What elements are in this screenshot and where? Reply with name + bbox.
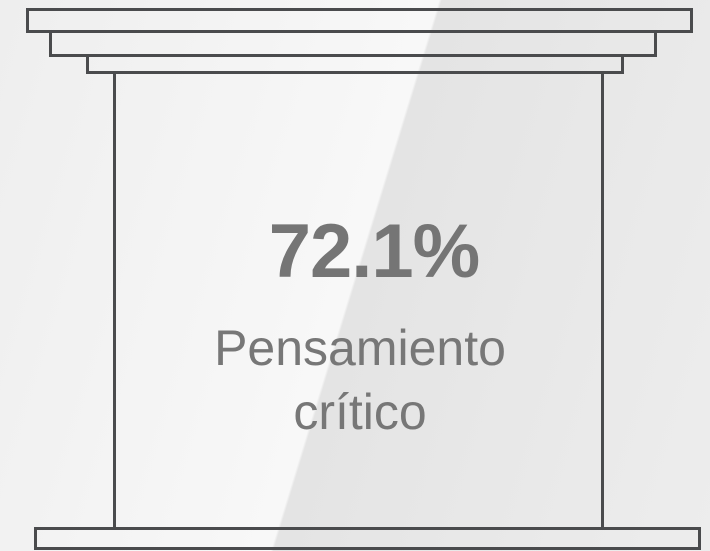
stat-value: 72.1% — [268, 209, 481, 294]
capital-middle — [49, 30, 657, 57]
capital-bottom — [86, 54, 624, 74]
stat-label: Pensamiento crítico — [214, 320, 506, 440]
pillar-base — [34, 527, 701, 550]
capital-top — [26, 8, 693, 33]
